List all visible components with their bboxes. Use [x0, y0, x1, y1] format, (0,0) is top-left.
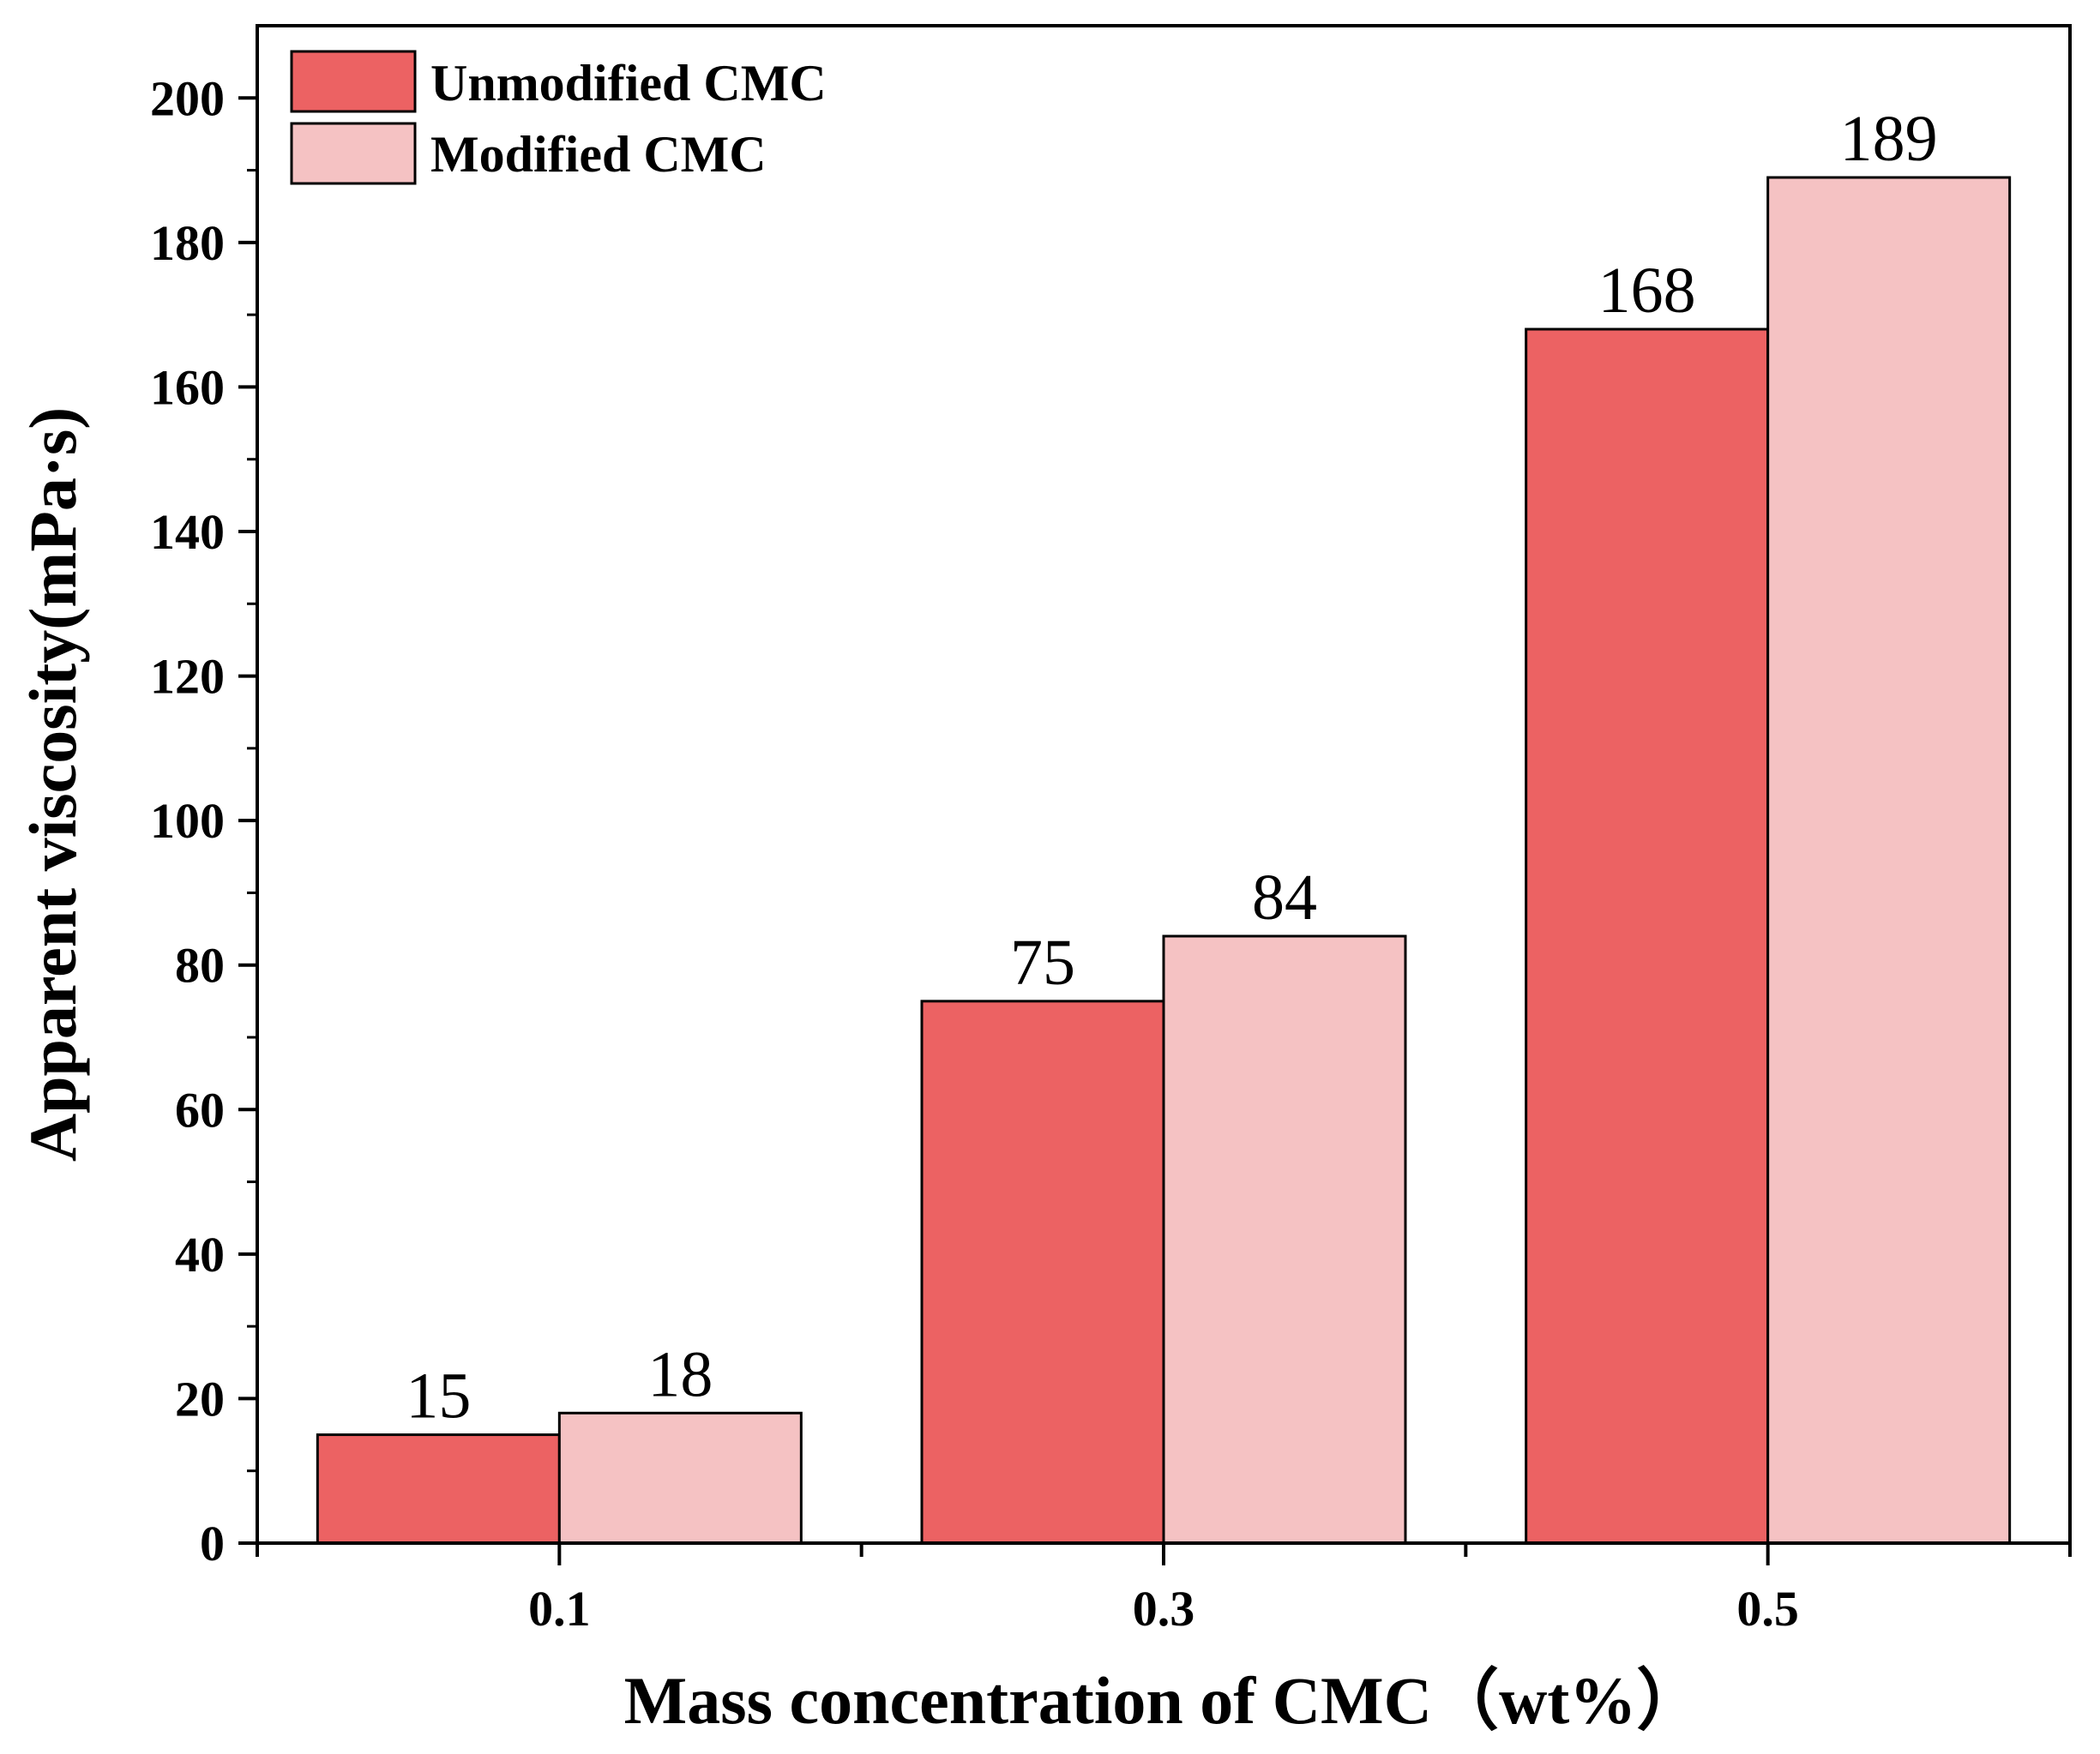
y-axis: 0 20 40 60 80 100 120 140 160 180 200	[150, 70, 257, 1571]
y-tick-label-80: 80	[175, 938, 225, 994]
data-label-unmodified-0.3: 75	[1010, 927, 1075, 999]
legend: Unmodified CMC Modified CMC	[290, 50, 827, 185]
data-label-unmodified-0.1: 15	[406, 1361, 471, 1433]
bar-modified-0.1	[557, 1411, 803, 1545]
x-tick-label-0.1: 0.1	[528, 1581, 591, 1637]
data-labels-layer: 15 18 75 84 168 189	[406, 103, 1937, 1433]
bar-unmodified-0.3	[920, 1000, 1165, 1545]
legend-label-modified: Modified CMC	[430, 126, 767, 183]
y-tick-label-120: 120	[150, 649, 225, 705]
x-tick-label-0.5: 0.5	[1736, 1581, 1799, 1637]
y-tick-label-180: 180	[150, 215, 225, 271]
y-tick-label-20: 20	[175, 1371, 225, 1427]
bar-modified-0.3	[1162, 934, 1407, 1545]
y-tick-label-140: 140	[150, 504, 225, 560]
data-label-modified-0.1: 18	[647, 1338, 713, 1410]
y-tick-label-200: 200	[150, 70, 225, 126]
data-label-modified-0.3: 84	[1252, 862, 1317, 934]
bar-unmodified-0.1	[316, 1433, 561, 1545]
y-tick-label-160: 160	[150, 359, 225, 415]
bar-modified-0.5	[1766, 176, 2012, 1545]
data-label-unmodified-0.5: 168	[1598, 255, 1696, 327]
y-tick-label-0: 0	[200, 1516, 225, 1571]
legend-label-unmodified: Unmodified CMC	[430, 55, 827, 111]
legend-swatch-unmodified	[290, 50, 417, 113]
y-tick-label-100: 100	[150, 793, 225, 849]
legend-swatch-modified	[290, 122, 417, 185]
data-label-modified-0.5: 189	[1840, 103, 1938, 175]
x-tick-label-0.3: 0.3	[1133, 1581, 1195, 1637]
x-axis-title: Mass concentration of CMC（wt%）	[624, 1663, 1704, 1738]
y-tick-label-60: 60	[175, 1082, 225, 1138]
y-tick-label-40: 40	[175, 1227, 225, 1282]
bar-unmodified-0.5	[1525, 327, 1770, 1545]
y-axis-title: Apparent viscosity(mPa·s)	[15, 407, 90, 1162]
bars-layer	[316, 176, 2012, 1545]
x-axis: 0.1 0.3 0.5	[256, 1543, 2072, 1637]
